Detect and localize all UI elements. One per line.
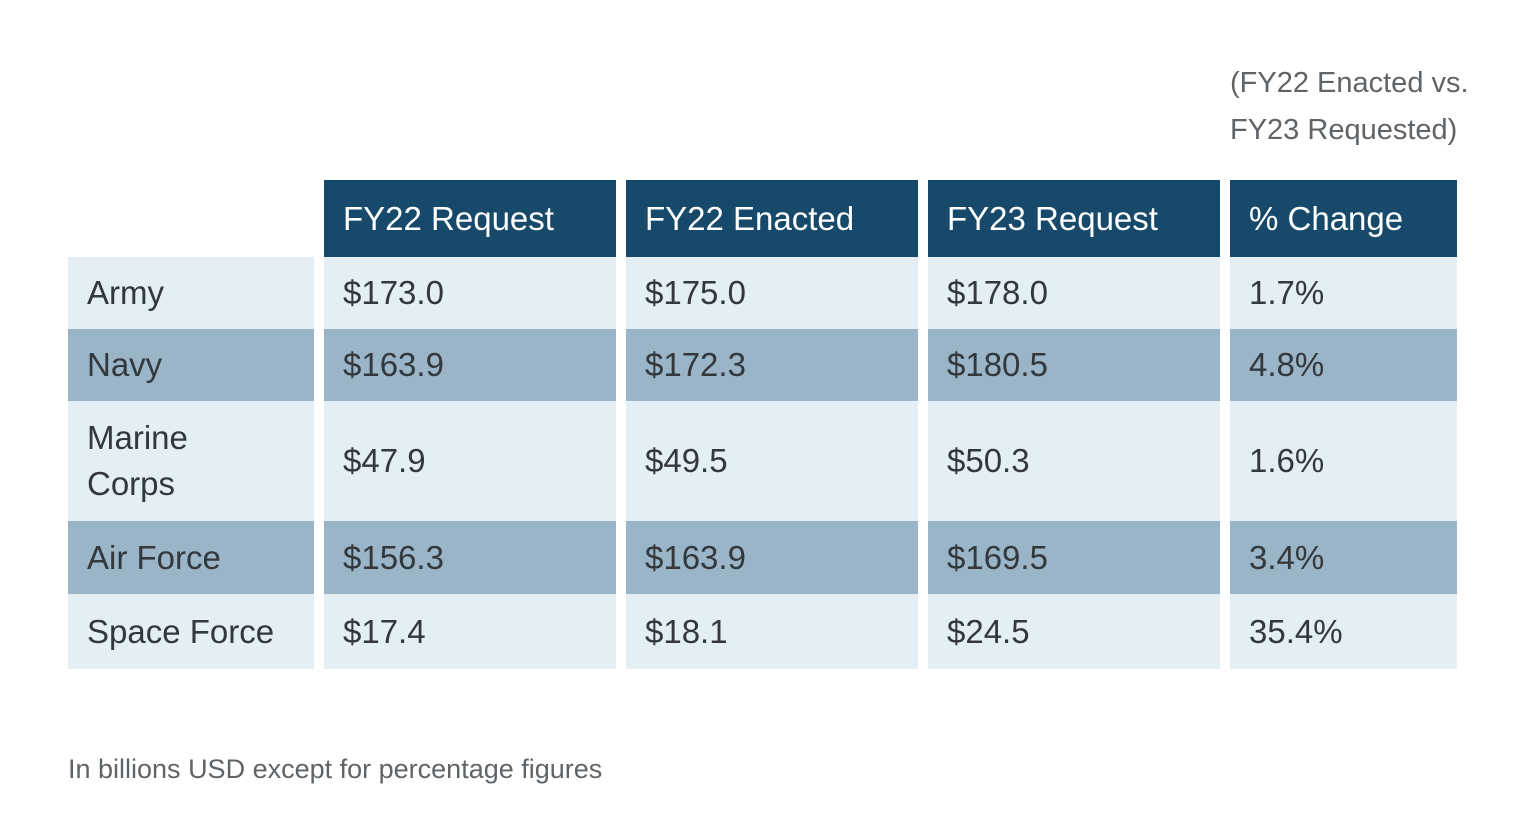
cell-army-fy22-request: $173.0 bbox=[324, 257, 616, 329]
cell-space-force-fy23-request: $24.5 bbox=[928, 594, 1220, 669]
cell-army-fy23-request: $178.0 bbox=[928, 257, 1220, 329]
row-label-marine-corps: Marine Corps bbox=[68, 401, 314, 521]
cell-air-force-fy22-enacted: $163.9 bbox=[626, 521, 918, 594]
cell-air-force-fy23-request: $169.5 bbox=[928, 521, 1220, 594]
units-footnote: In billions USD except for percentage fi… bbox=[68, 754, 603, 784]
cell-marine-corps-pct-change: 1.6% bbox=[1230, 401, 1457, 521]
cell-navy-fy22-enacted: $172.3 bbox=[626, 329, 918, 401]
comparison-note: (FY22 Enacted vs. FY23 Requested) bbox=[1230, 60, 1490, 154]
cell-navy-fy23-request: $180.5 bbox=[928, 329, 1220, 401]
cell-navy-pct-change: 4.8% bbox=[1230, 329, 1457, 401]
cell-marine-corps-fy22-enacted: $49.5 bbox=[626, 401, 918, 521]
header-cell-fy22-request: FY22 Request bbox=[324, 180, 616, 257]
cell-navy-fy22-request: $163.9 bbox=[324, 329, 616, 401]
header-cell-empty bbox=[68, 180, 314, 257]
comparison-note-line1: (FY22 Enacted vs. bbox=[1230, 67, 1469, 99]
row-label-air-force: Air Force bbox=[68, 521, 314, 594]
header-cell-fy23-request: FY23 Request bbox=[928, 180, 1220, 257]
row-label-space-force: Space Force bbox=[68, 594, 314, 669]
comparison-note-line2: FY23 Requested) bbox=[1230, 114, 1458, 146]
cell-army-pct-change: 1.7% bbox=[1230, 257, 1457, 329]
cell-army-fy22-enacted: $175.0 bbox=[626, 257, 918, 329]
cell-space-force-fy22-enacted: $18.1 bbox=[626, 594, 918, 669]
cell-space-force-pct-change: 35.4% bbox=[1230, 594, 1457, 669]
header-cell-pct-change: % Change bbox=[1230, 180, 1457, 257]
cell-air-force-fy22-request: $156.3 bbox=[324, 521, 616, 594]
cell-marine-corps-fy23-request: $50.3 bbox=[928, 401, 1220, 521]
row-label-army: Army bbox=[68, 257, 314, 329]
cell-space-force-fy22-request: $17.4 bbox=[324, 594, 616, 669]
header-cell-fy22-enacted: FY22 Enacted bbox=[626, 180, 918, 257]
cell-marine-corps-fy22-request: $47.9 bbox=[324, 401, 616, 521]
row-label-navy: Navy bbox=[68, 329, 314, 401]
budget-table: FY22 Request FY22 Enacted FY23 Request %… bbox=[68, 180, 1457, 669]
cell-air-force-pct-change: 3.4% bbox=[1230, 521, 1457, 594]
